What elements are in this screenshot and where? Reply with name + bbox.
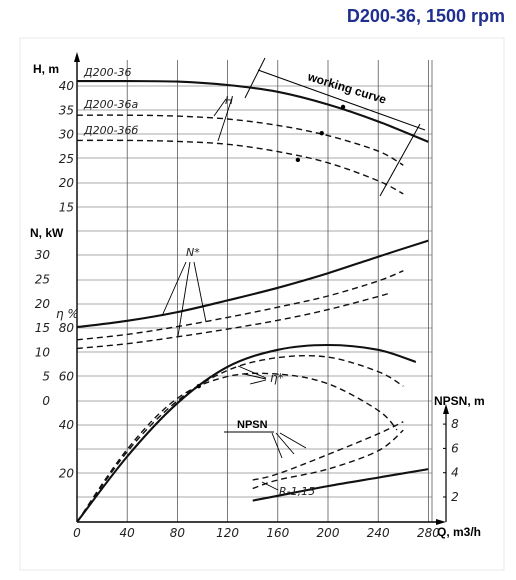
npsh-axis-label: NPSN, m	[434, 394, 485, 408]
h-axis-label: H, m	[33, 62, 59, 76]
n-leader-label: N*	[186, 246, 200, 259]
series-h-line-2	[76, 114, 404, 166]
x-tick-label: 240	[367, 526, 390, 540]
eta-leader-line	[243, 373, 267, 380]
x-tick-label: 80	[170, 526, 186, 540]
h-leader-line	[217, 97, 233, 142]
photo-border	[19, 37, 505, 571]
n-tick-label: 0	[42, 394, 50, 408]
series-h-line-1	[77, 80, 429, 143]
npsh-leader-line	[279, 432, 307, 449]
npsh-leader-label: NPSN	[237, 419, 268, 431]
npsh-tick-label: 2	[451, 490, 459, 504]
npsh-leader-line	[271, 432, 283, 459]
eta-leader-label: η*	[270, 371, 284, 385]
x-tick-label: 280	[417, 526, 440, 540]
h-tick-label: 15	[59, 201, 74, 215]
series-eta-line-2	[76, 354, 404, 523]
npsh-tick-label: 6	[451, 441, 459, 455]
npsh-tick-label: 4	[451, 466, 459, 480]
n-tick-label: 5	[42, 370, 50, 384]
npsh-leader-line	[275, 432, 295, 455]
npsh-tick-label: 8	[451, 417, 459, 431]
x-tick-label: 200	[317, 526, 340, 540]
r-label: R-1,15	[279, 485, 315, 498]
x-tick-label: 40	[120, 526, 136, 540]
working-range-line	[244, 57, 266, 99]
h-leader-label: H	[225, 94, 233, 107]
h-tick-label: 30	[59, 128, 75, 142]
eta-leader-line	[249, 379, 267, 385]
eta-tick-label: 60	[59, 370, 75, 384]
duty-point-marker	[295, 157, 301, 163]
chart-title: D200-36, 1500 rpm	[346, 6, 505, 26]
series-npsh-line-2	[252, 429, 404, 490]
n-leader-line	[193, 261, 207, 323]
n-leader-line	[177, 261, 191, 337]
eta-tick-label: 40	[59, 418, 75, 432]
series-npsh-line-3	[252, 421, 404, 481]
series-eta-line-3	[76, 372, 398, 523]
r-leader-line	[261, 481, 279, 491]
y-axis-arrow	[74, 52, 80, 62]
x-axis-label: Q, m3/h	[437, 525, 481, 539]
series-n-line-2	[76, 270, 404, 341]
series-h-line-3	[76, 139, 404, 195]
n-tick-label: 30	[35, 248, 51, 262]
h-tick-label: 40	[59, 79, 75, 93]
h-tick-label: 35	[59, 103, 74, 117]
n-tick-label: 10	[35, 345, 51, 359]
x-axis-arrow	[436, 519, 446, 525]
series-n-line-3	[76, 291, 392, 350]
h-tick-label: 20	[59, 176, 75, 190]
series-eta-line-1	[76, 343, 417, 523]
n-axis-label: N, kW	[30, 226, 64, 240]
x-tick-label: 0	[73, 526, 81, 540]
h-tick-label: 25	[59, 152, 74, 166]
n-leader-line	[161, 261, 187, 317]
eta-tick-label: 20	[59, 467, 75, 481]
n-tick-label: 15	[35, 321, 50, 335]
n-tick-label: 25	[35, 273, 50, 287]
h-curve-label: Д200-36	[83, 66, 132, 79]
x-tick-label: 160	[266, 526, 289, 540]
eta-axis-label: η %	[56, 307, 79, 321]
h-curve-label: Д200-36б	[83, 124, 139, 137]
x-tick-label: 120	[216, 526, 239, 540]
npsh-axis-arrow	[443, 404, 449, 414]
duty-point-marker	[340, 104, 346, 110]
series-n-line-1	[76, 239, 429, 329]
duty-point-marker	[196, 384, 201, 389]
series-npsh-line-1	[252, 468, 429, 502]
working-curve-dimension	[257, 69, 426, 131]
duty-point-marker	[319, 130, 324, 136]
eta-leader-line	[237, 365, 267, 379]
eta-tick-label: 80	[59, 321, 75, 335]
h-leader-line	[213, 98, 227, 117]
n-tick-label: 20	[35, 297, 51, 311]
working-range-line	[379, 123, 421, 197]
h-curve-label: Д200-36а	[83, 98, 139, 111]
